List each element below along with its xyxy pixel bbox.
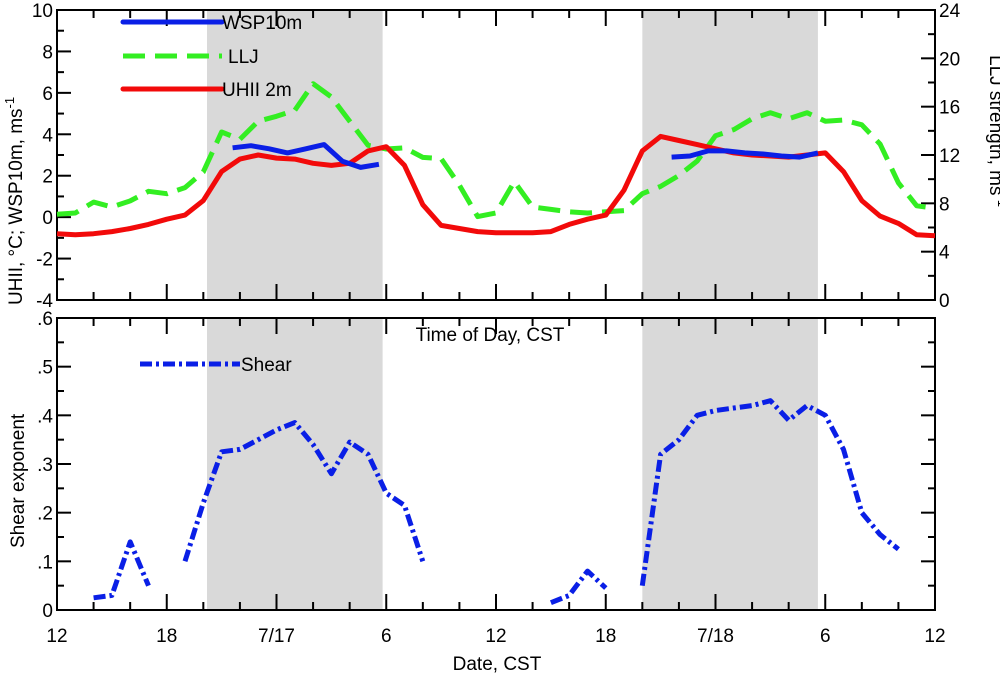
bottom-legend: Shear <box>140 355 292 376</box>
top-legend: WSP10m LLJ UHII 2m <box>120 13 302 101</box>
top-y2-tick-label: 4 <box>939 243 950 264</box>
legend-uhii-label: UHII 2m <box>222 80 292 101</box>
legend-llj-label: LLJ <box>228 47 259 68</box>
top-y-tick-label: -4 <box>36 291 53 312</box>
top-y2-tick-label: 12 <box>939 146 960 167</box>
series-shear-line <box>93 539 151 601</box>
x-tick-label: 6 <box>381 626 392 647</box>
night-shade-1-bottom <box>642 318 818 610</box>
top-y2-tick-label: 20 <box>939 49 960 70</box>
top-y2-axis-label: LLJ strength, ms-1 <box>985 55 1000 207</box>
series-llj-line <box>56 81 936 220</box>
night-shading <box>206 10 818 610</box>
legend-wsp10m-label: WSP10m <box>222 13 302 34</box>
x-tick-label: 6 <box>820 626 831 647</box>
top-y-tick-label: 6 <box>42 84 53 105</box>
top-y2-tick-label: 0 <box>939 291 950 312</box>
axis-ticks: 12 18 7/17 6 12 18 7/18 6 12-4-20246810048121620… <box>32 1 961 647</box>
top-y2-tick-label: 8 <box>939 194 950 215</box>
x-tick-label: 12 <box>924 626 945 647</box>
top-y-tick-label: 8 <box>42 42 53 63</box>
bottom-y-tick-label: .6 <box>37 309 53 330</box>
bottom-y-tick-label: .1 <box>37 552 53 573</box>
series-shear-line <box>639 398 900 587</box>
bottom-y-tick-label: 0 <box>42 601 53 622</box>
series-shear-line <box>182 420 426 563</box>
bottom-y-tick-label: .4 <box>37 406 53 427</box>
series-shear-line <box>549 568 608 606</box>
top-y-axis-label: UHII, °C; WSP10m, ms-1 <box>2 97 27 305</box>
bottom-x-axis-label: Date, CST <box>453 654 542 675</box>
top-y2-tick-label: 24 <box>939 1 961 22</box>
bottom-y-tick-label: .2 <box>37 504 53 525</box>
top-y2-tick-label: 16 <box>939 98 960 119</box>
legend-shear-label: Shear <box>241 355 292 376</box>
x-tick-label: 12 <box>46 626 67 647</box>
data-series <box>56 81 936 606</box>
x-tick-label: 18 <box>156 626 177 647</box>
x-tick-label: 7/17 <box>258 626 295 647</box>
x-tick-label: 12 <box>485 626 506 647</box>
night-shade-0-bottom <box>206 318 383 610</box>
top-x-axis-label: Time of Day, CST <box>416 325 565 346</box>
bottom-y-tick-label: .3 <box>37 455 53 476</box>
x-tick-label: 18 <box>595 626 616 647</box>
top-y-tick-label: 2 <box>42 167 53 188</box>
top-y-tick-label: -2 <box>36 250 53 271</box>
top-y-tick-label: 4 <box>42 125 53 146</box>
series-wsp10m-line <box>671 148 819 160</box>
night-shade-0-top <box>206 10 383 300</box>
bottom-y-axis-label: Shear exponent <box>8 413 29 548</box>
top-y-tick-label: 10 <box>32 1 53 22</box>
top-y-tick-label: 0 <box>42 208 53 229</box>
bottom-y-tick-label: .5 <box>37 358 53 379</box>
x-tick-label: 7/18 <box>697 626 734 647</box>
series-wsp10m-line <box>232 142 380 170</box>
